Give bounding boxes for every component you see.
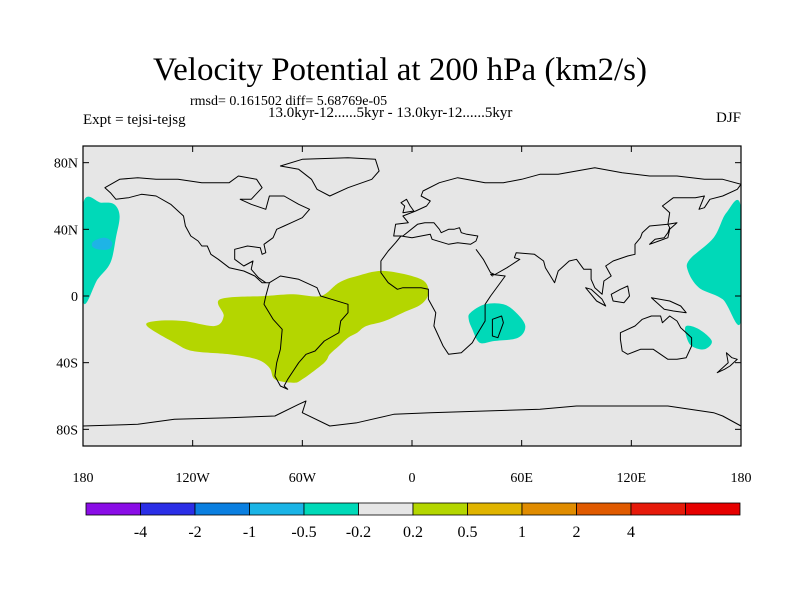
colorbar-label: 0.2 (403, 524, 423, 541)
lon-tick-label: 120W (176, 471, 211, 486)
period-label: 13.0kyr-12......5kyr - 13.0kyr-12......5… (268, 105, 513, 121)
season-label: DJF (715, 110, 741, 126)
lon-tick-label: 60E (510, 471, 533, 486)
coastline-greenland (279, 157, 380, 197)
stats-line: rmsd= 0.161502 diff= 5.68769e-05 (190, 94, 388, 109)
coastline-madagascar (491, 315, 504, 339)
colorbar-box (194, 502, 250, 516)
colorbar-box (412, 502, 468, 516)
coastlines (83, 157, 741, 427)
colorbar-label: 0.5 (458, 524, 478, 541)
lat-tick-label: 40S (56, 357, 78, 372)
lat-tick-label: 80N (54, 157, 78, 172)
colorbar-box (521, 502, 577, 516)
shaded-region-north-pacific-core (91, 237, 113, 250)
map-title: Velocity Potential at 200 hPa (km2/s) (152, 52, 648, 88)
colorbar-box (358, 502, 414, 516)
experiment-label: Expt = tejsi-tejsg (83, 112, 186, 128)
coastline-australia (619, 315, 693, 360)
coastline-antarctica (83, 400, 741, 427)
colorbar-label: -0.2 (346, 524, 371, 541)
lon-tick-label: 60W (289, 471, 317, 486)
lat-tick-label: 40N (54, 223, 78, 238)
axis-ticks: 180 120W 60W 0 60E 120E 180 80N 40N 0 40S 80S (54, 146, 752, 486)
shaded-region-south-america-atlantic-positive (146, 270, 429, 383)
coastline-uk (400, 198, 415, 214)
colorbar-box (303, 502, 359, 516)
coastline-arabia-outline (475, 249, 495, 275)
colorbar-box (576, 502, 632, 516)
colorbar-box (630, 502, 686, 516)
coastline-japan (649, 222, 678, 245)
lon-tick-label: 120E (617, 471, 647, 486)
coastline-eurasia-africa (380, 167, 741, 355)
lat-tick-label: 0 (71, 290, 78, 305)
colorbar-label: 4 (627, 524, 635, 541)
colorbar: -4 -2 -1 -0.5 -0.2 0.2 0.5 1 2 4 (85, 502, 741, 541)
colorbar-label: -2 (188, 524, 201, 541)
lon-tick-label: 180 (731, 471, 752, 486)
shaded-region-indian-ocean-west-negative (468, 303, 526, 344)
lon-tick-label: 0 (409, 471, 416, 486)
colorbar-box (249, 502, 305, 516)
colorbar-label: 1 (518, 524, 526, 541)
colorbar-box (85, 502, 141, 516)
colorbar-label: -1 (243, 524, 256, 541)
shaded-region-north-pacific-negative (83, 196, 120, 304)
shaded-region-west-pacific-negative (686, 200, 741, 325)
colorbar-label: -4 (134, 524, 147, 541)
lat-tick-label: 80S (56, 423, 78, 438)
lon-tick-label: 180 (73, 471, 94, 486)
colorbar-box (685, 502, 741, 516)
coastline-north-america (104, 175, 311, 284)
coastline-indonesia-borneo (610, 285, 630, 304)
colorbar-label: -0.5 (291, 524, 316, 541)
coastline-south-america (263, 275, 349, 390)
colorbar-label: 2 (573, 524, 581, 541)
colorbar-box (467, 502, 523, 516)
coastline-new-zealand (716, 352, 738, 374)
velocity-potential-shading (83, 196, 741, 383)
coastline-sumatra (585, 287, 607, 307)
coastline-new-guinea (650, 297, 687, 314)
colorbar-box (140, 502, 196, 516)
